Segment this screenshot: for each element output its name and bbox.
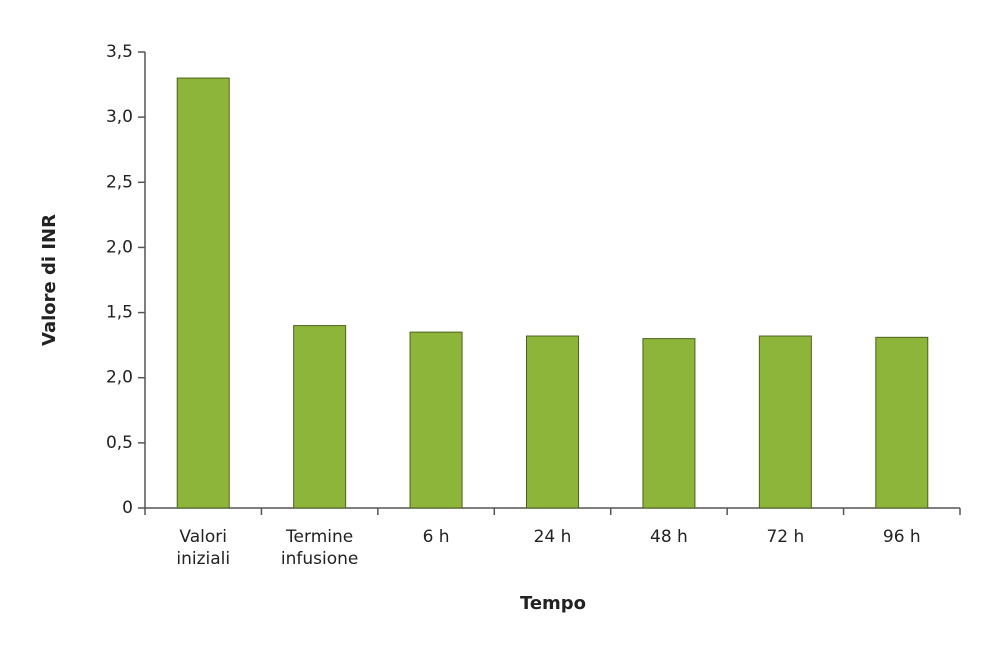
x-tick-label: 48 h — [650, 527, 688, 547]
bar — [642, 338, 696, 509]
y-tick-label: 3,5 — [106, 42, 133, 62]
y-tick-label: 0,5 — [106, 433, 133, 453]
x-tick-label: infusione — [281, 549, 358, 569]
bar — [293, 325, 347, 509]
y-axis-title: Valore di INR — [39, 214, 60, 346]
y-tick-label: 1,5 — [106, 303, 133, 323]
y-tick-label: 2,0 — [106, 237, 133, 257]
bar — [176, 77, 230, 509]
y-tick-label: 3,0 — [106, 107, 133, 127]
x-tick-label: iniziali — [176, 549, 230, 569]
bar — [409, 331, 463, 509]
x-tick-label: Valori — [179, 527, 227, 547]
y-tick-label: 2,0 — [106, 368, 133, 388]
x-tick-label: 24 h — [534, 527, 572, 547]
x-tick-label: 96 h — [883, 527, 921, 547]
x-axis-title: Tempo — [520, 593, 586, 614]
bar — [758, 335, 812, 509]
y-tick-label: 2,5 — [106, 172, 133, 192]
x-tick-label: 72 h — [766, 527, 804, 547]
y-tick-label: 0 — [122, 498, 133, 518]
x-tick-label: 6 h — [423, 527, 450, 547]
bar — [526, 335, 579, 509]
x-tick-label: Termine — [285, 527, 353, 547]
bar — [875, 336, 929, 509]
